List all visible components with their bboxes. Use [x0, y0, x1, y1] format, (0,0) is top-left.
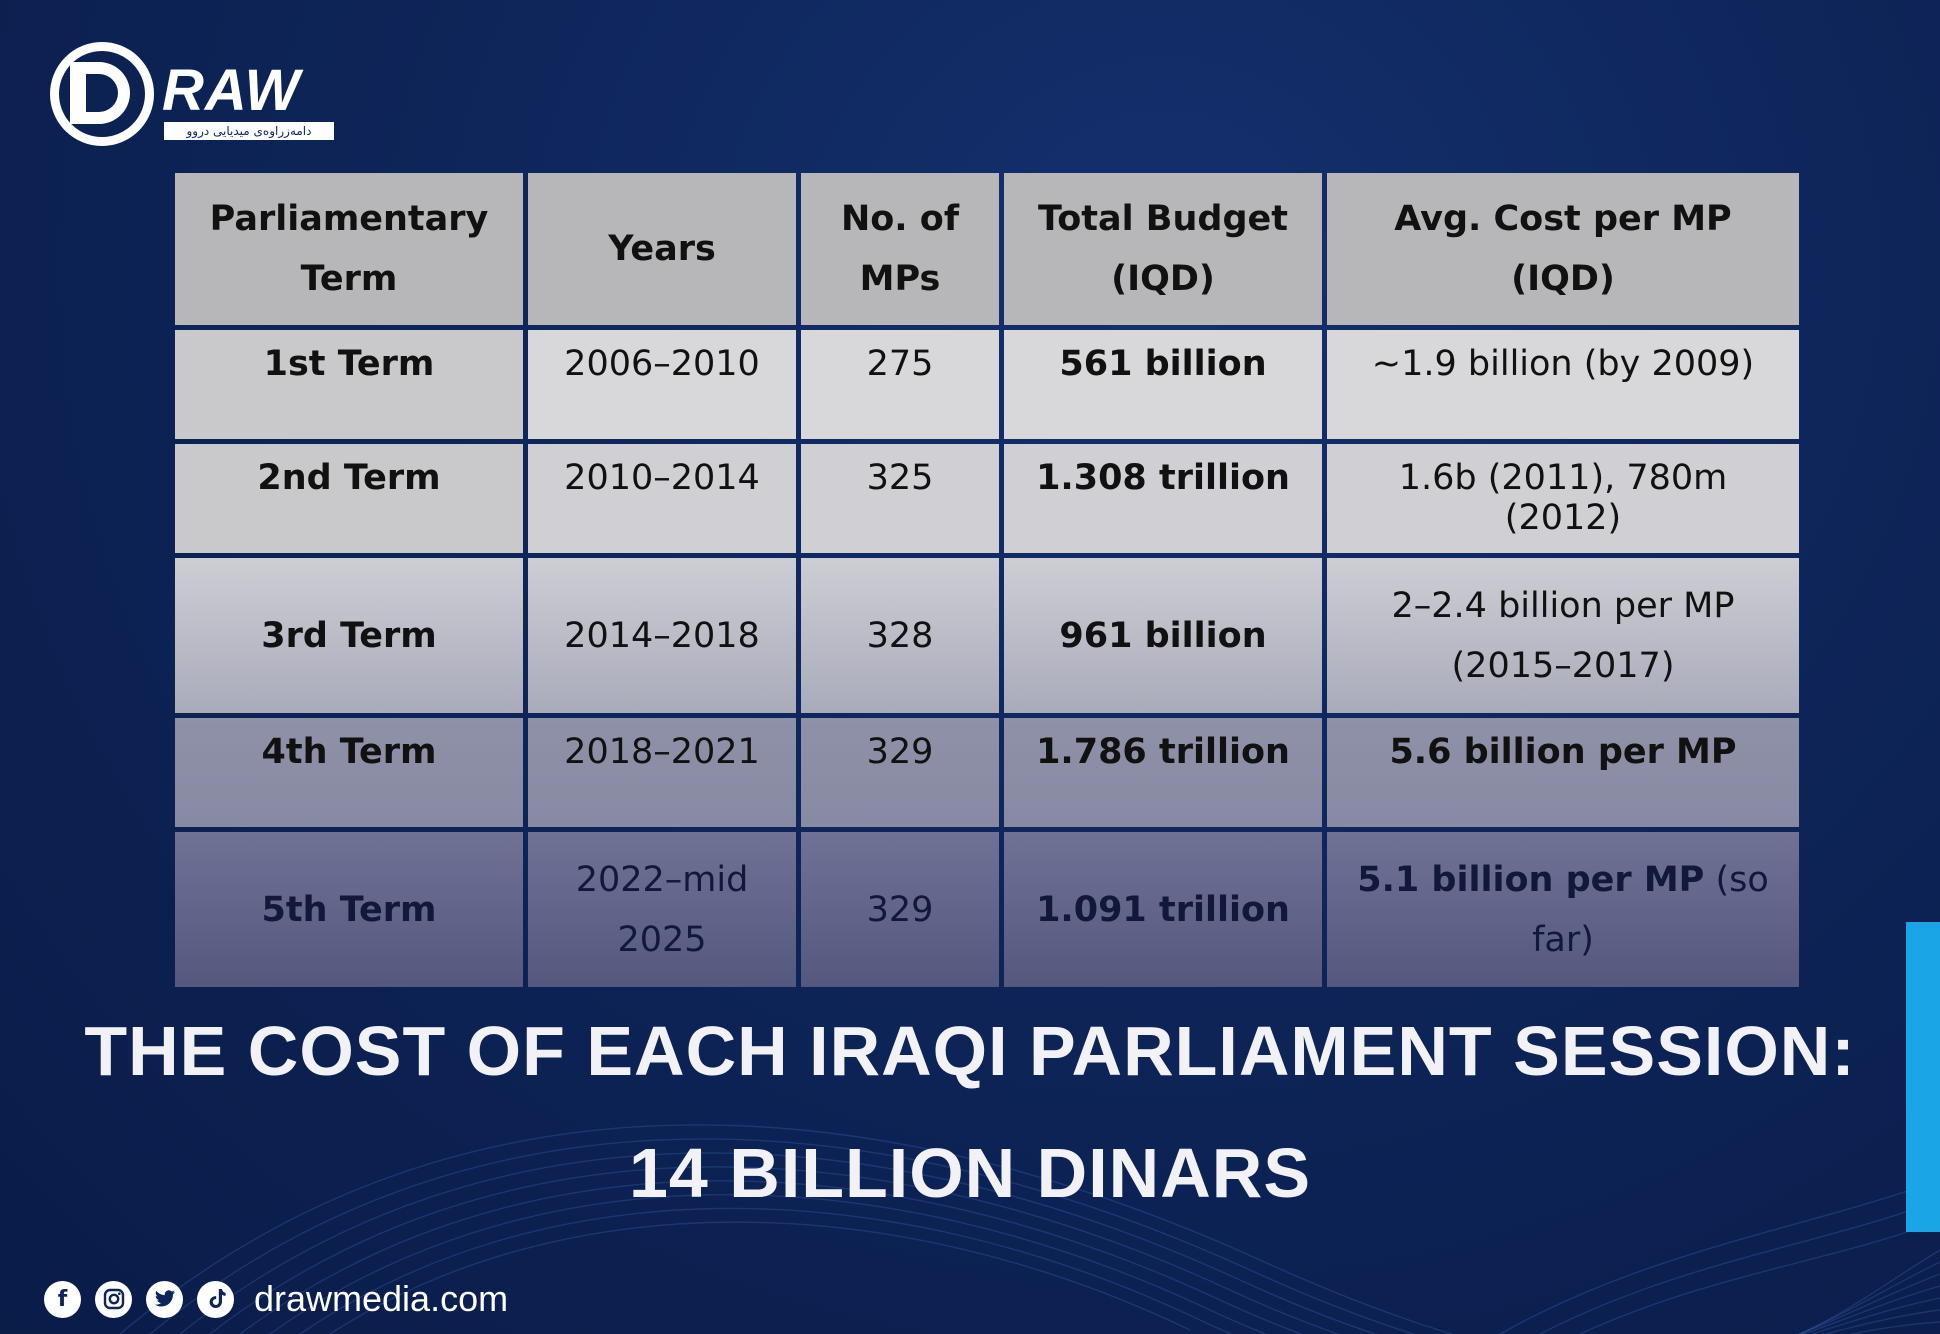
logo-word: RAW: [162, 58, 301, 123]
cell-mps: 329: [801, 718, 999, 827]
header-mps: No. of MPs: [801, 173, 999, 325]
cell-mps: 325: [801, 444, 999, 553]
cell-term: 1st Term: [175, 330, 523, 439]
cell-mps: 275: [801, 330, 999, 439]
cell-years: 2022–mid 2025: [528, 832, 796, 987]
cell-term: 4th Term: [175, 718, 523, 827]
headline-line-2: 14 BILLION DINARS: [628, 1134, 1312, 1212]
cell-mps: 328: [801, 558, 999, 713]
cell-years: 2010–2014: [528, 444, 796, 553]
table-header-row: Parliamentary Term Years No. of MPs Tota…: [175, 173, 1799, 325]
header-years: Years: [528, 173, 796, 325]
cell-budget: 561 billion: [1004, 330, 1322, 439]
cell-years: 2018–2021: [528, 718, 796, 827]
cell-term: 2nd Term: [175, 444, 523, 553]
facebook-icon[interactable]: f: [44, 1280, 81, 1318]
header-term: Parliamentary Term: [175, 173, 523, 325]
cell-years: 2014–2018: [528, 558, 796, 713]
parliament-cost-table: Parliamentary Term Years No. of MPs Tota…: [170, 168, 1804, 992]
draw-logo: RAW دامەزراوەی میدیایی دروو: [50, 42, 350, 154]
cell-years: 2006–2010: [528, 330, 796, 439]
cell-term: 5th Term: [175, 832, 523, 987]
table-row: 3rd Term 2014–2018 328 961 billion 2–2.4…: [175, 558, 1799, 713]
footer: f drawmedia.com: [44, 1276, 508, 1322]
header-budget: Total Budget (IQD): [1004, 173, 1322, 325]
tiktok-icon[interactable]: [197, 1280, 234, 1318]
headline-line-1: THE COST OF EACH IRAQI PARLIAMENT SESSIO…: [84, 1012, 1856, 1090]
table-row: 4th Term 2018–2021 329 1.786 trillion 5.…: [175, 718, 1799, 827]
cell-avg-cost: 2–2.4 billion per MP (2015–2017): [1327, 558, 1799, 713]
cell-term: 3rd Term: [175, 558, 523, 713]
cell-avg-cost: 1.6b (2011), 780m (2012): [1327, 444, 1799, 553]
instagram-icon[interactable]: [95, 1280, 132, 1318]
headline: THE COST OF EACH IRAQI PARLIAMENT SESSIO…: [0, 990, 1940, 1234]
logo-ring: [50, 42, 154, 146]
logo-subtitle: دامەزراوەی میدیایی دروو: [164, 122, 334, 140]
cell-budget: 1.308 trillion: [1004, 444, 1322, 553]
accent-bar: [1906, 922, 1940, 1232]
cell-budget: 961 billion: [1004, 558, 1322, 713]
cell-budget: 1.786 trillion: [1004, 718, 1322, 827]
website-link[interactable]: drawmedia.com: [254, 1278, 509, 1319]
twitter-icon[interactable]: [146, 1280, 183, 1318]
table-row: 5th Term 2022–mid 2025 329 1.091 trillio…: [175, 832, 1799, 987]
table-row: 1st Term 2006–2010 275 561 billion ~1.9 …: [175, 330, 1799, 439]
table-row: 2nd Term 2010–2014 325 1.308 trillion 1.…: [175, 444, 1799, 553]
cell-avg-cost: 5.1 billion per MP (so far): [1327, 832, 1799, 987]
logo-d-letter: [70, 62, 130, 124]
avg-cost-value: 5.1 billion per MP: [1357, 859, 1705, 900]
cell-avg-cost: 5.6 billion per MP: [1327, 718, 1799, 827]
header-avg-cost: Avg. Cost per MP (IQD): [1327, 173, 1799, 325]
cell-mps: 329: [801, 832, 999, 987]
avg-cost-note: (so far): [1532, 859, 1769, 960]
cell-budget: 1.091 trillion: [1004, 832, 1322, 987]
cell-avg-cost: ~1.9 billion (by 2009): [1327, 330, 1799, 439]
